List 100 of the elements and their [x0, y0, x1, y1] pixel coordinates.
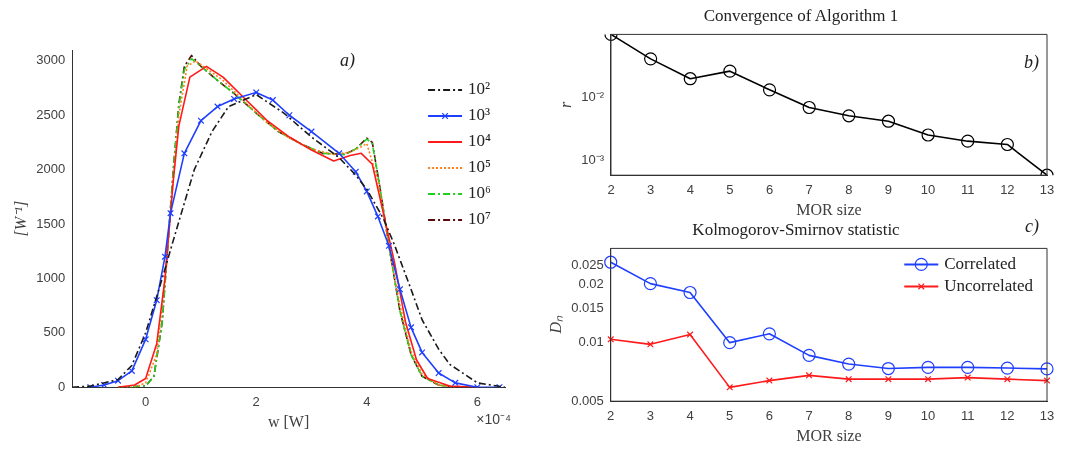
x-tick-label: 0 [142, 393, 150, 409]
x-tick-label: 11 [960, 181, 975, 197]
y-tick-label: 0.01 [578, 334, 604, 350]
x-tick-label: 7 [805, 181, 813, 197]
point [269, 96, 277, 104]
y-tick-label: 2500 [36, 106, 66, 122]
point [683, 285, 697, 300]
point [407, 323, 415, 331]
point [1000, 361, 1014, 375]
point [285, 111, 293, 119]
x-tick-label: 8 [845, 181, 853, 197]
y-axis-title: Dₙ [546, 315, 564, 335]
point [396, 285, 404, 293]
point [418, 348, 426, 356]
y-tick-label: 10⁻³ [581, 152, 605, 168]
x-tick-label: 9 [884, 407, 892, 423]
point [335, 149, 343, 157]
x-axis-title: w [W] [267, 412, 310, 430]
x-axis-title: MOR size [796, 200, 862, 218]
point [802, 348, 816, 362]
point [805, 371, 813, 379]
x-tick-label: 9 [884, 181, 893, 197]
x-tick-label: 13 [1039, 407, 1055, 423]
y-tick-label: 1000 [36, 270, 66, 285]
point [723, 336, 737, 350]
x-tick-label: 12 [1000, 407, 1015, 423]
x-tick-label: 4 [686, 181, 694, 197]
point [762, 327, 776, 341]
y-tick-label: 2000 [36, 161, 66, 177]
y-tick-label: 0.005 [571, 392, 604, 408]
y-tick-label: 1500 [36, 215, 66, 231]
point [374, 213, 382, 220]
point [1040, 362, 1054, 376]
point [802, 100, 816, 115]
annotation: b) [1024, 52, 1039, 74]
point [683, 72, 697, 86]
point [1000, 137, 1014, 152]
y-tick-label: 0.015 [571, 299, 604, 315]
point [723, 64, 737, 78]
point [167, 209, 174, 217]
x-tick-label: 7 [805, 407, 813, 423]
point [961, 134, 975, 148]
point [604, 255, 618, 269]
point [762, 83, 777, 97]
y-tick-label: 0.025 [571, 256, 604, 272]
point [644, 52, 658, 66]
x-tick-label: 5 [726, 181, 734, 197]
legend-label: Correlated [944, 253, 1017, 273]
point [961, 360, 975, 374]
point [643, 277, 657, 291]
chart-title: Kolmogorov-Smirnov statistic [692, 219, 901, 239]
legend-label: Uncorrelated [944, 275, 1034, 295]
x-tick-label: 6 [765, 181, 774, 197]
x-tick-label: 10 [920, 181, 936, 197]
y-tick-label: 500 [43, 324, 66, 340]
chart-title: Convergence of Algorithm 1 [703, 5, 899, 25]
point [921, 128, 935, 142]
point [686, 331, 694, 338]
legend-label: 10⁵ [468, 157, 492, 177]
x-tick-label: 2 [252, 393, 260, 409]
x-tick-label: 6 [765, 407, 773, 423]
point [385, 242, 393, 250]
point [884, 375, 892, 383]
x-tick-label: 2 [607, 407, 615, 423]
text: ×10⁻⁴ [476, 411, 511, 428]
legend-label: 10³ [468, 105, 491, 125]
text: c) [1025, 215, 1039, 237]
point [363, 187, 371, 195]
y-axis-title: [W⁻¹] [11, 200, 29, 237]
legend-label: 10⁴ [468, 131, 492, 151]
y-tick-label: 3000 [36, 52, 66, 68]
x-tick-label: 5 [726, 407, 734, 423]
x-tick-label: 2 [607, 181, 615, 197]
x-tick-label: 6 [473, 393, 481, 409]
x-tick-label: 13 [1039, 181, 1055, 197]
point [1003, 375, 1011, 383]
point [881, 114, 896, 128]
x-tick-label: 4 [686, 407, 694, 423]
y-tick-label: 0 [57, 378, 66, 394]
point [352, 168, 360, 176]
x-tick-label: 11 [960, 407, 975, 423]
x-tick-label: 12 [1000, 181, 1015, 197]
point [845, 375, 853, 383]
x-tick-label: 3 [646, 407, 655, 423]
x-tick-label: 8 [845, 407, 853, 423]
legend-label: 10⁷ [468, 209, 492, 229]
y-tick-label: 10⁻² [581, 88, 605, 104]
point [842, 109, 856, 123]
x-tick-label: 4 [363, 393, 371, 409]
y-axis-title: r [556, 100, 574, 108]
point [842, 357, 856, 371]
point [435, 369, 443, 377]
legend-label: 10² [468, 79, 491, 99]
y-tick-label: 0.02 [578, 275, 604, 291]
x-tick-label: 3 [647, 181, 655, 197]
point [921, 360, 935, 374]
point [252, 88, 260, 96]
legend-label: 10⁶ [468, 183, 492, 203]
annotation: a) [340, 49, 355, 71]
x-tick-label: 10 [920, 407, 936, 423]
